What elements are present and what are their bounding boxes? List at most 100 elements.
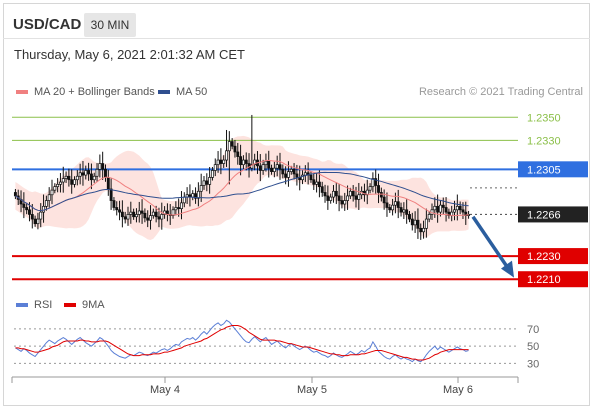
candle-body xyxy=(115,207,119,211)
candle-body xyxy=(278,164,282,170)
candle-body xyxy=(171,209,175,216)
candle-body xyxy=(267,160,271,169)
legend-rsi-label: RSI xyxy=(34,299,53,311)
candle-body xyxy=(334,190,338,197)
candle-body xyxy=(410,218,414,226)
candle-body xyxy=(332,190,335,198)
ma50-swatch xyxy=(158,90,170,94)
rsi-line xyxy=(15,319,469,363)
level-label-5: 1.2210 xyxy=(527,274,561,286)
candle-body xyxy=(348,190,352,197)
candle-body xyxy=(261,164,265,171)
candle-body xyxy=(44,200,48,207)
chart-datetime: Thursday, May 6, 2021 2:01:32 AM CET xyxy=(14,47,245,62)
copyright: Research © 2021 Trading Central xyxy=(418,86,583,98)
candle-body xyxy=(405,209,409,215)
candle-body xyxy=(106,177,110,190)
level-tag-3 xyxy=(518,206,588,223)
legend-9ma: 9MA xyxy=(64,299,105,311)
candle-body xyxy=(233,145,237,153)
candle-body xyxy=(286,171,290,178)
candle-body xyxy=(129,211,133,215)
level-tag-2 xyxy=(518,161,588,178)
candle-body xyxy=(329,196,333,201)
ma20-line xyxy=(15,159,469,217)
candle-body xyxy=(303,172,307,176)
candle-body xyxy=(58,181,62,185)
forecast-arrow-shaft xyxy=(471,215,511,271)
candle-body xyxy=(137,210,141,215)
timeframe-button[interactable]: 30 MIN xyxy=(84,13,136,37)
candle-body xyxy=(357,194,361,200)
chart-frame xyxy=(3,3,590,406)
candle-body xyxy=(222,159,226,164)
candle-body xyxy=(143,212,147,219)
candle-body xyxy=(33,218,37,225)
forecast-arrowhead xyxy=(501,260,514,278)
candle-body xyxy=(140,210,144,214)
candle-body xyxy=(461,209,465,213)
candle-body xyxy=(126,214,130,220)
candle-body xyxy=(447,211,451,216)
candle-body xyxy=(151,211,155,216)
candle-body xyxy=(53,186,57,191)
candle-body xyxy=(320,186,324,193)
candle-body xyxy=(22,203,26,208)
x-tick-label: May 4 xyxy=(150,384,180,396)
candle-body xyxy=(42,205,46,213)
candle-body xyxy=(230,141,234,147)
candle-body xyxy=(419,227,423,233)
candle-body xyxy=(408,214,411,220)
candle-body xyxy=(464,211,468,216)
candle-body xyxy=(109,188,113,201)
candle-body xyxy=(284,173,288,178)
candle-body xyxy=(95,168,99,177)
candle-body xyxy=(25,207,29,211)
rsi-tick-label: 70 xyxy=(527,324,539,336)
candle-body xyxy=(422,227,426,233)
candle-body xyxy=(416,219,420,229)
candle-body xyxy=(146,217,150,221)
candle-body xyxy=(424,218,428,229)
candle-body xyxy=(73,179,76,185)
candle-body xyxy=(385,202,389,208)
candle-body xyxy=(118,209,122,213)
candle-body xyxy=(236,151,240,157)
legend-ma20-bollinger: MA 20 + Bollinger Bands xyxy=(16,86,155,98)
candle-body xyxy=(323,192,327,197)
candle-body xyxy=(160,214,164,220)
candle-body xyxy=(309,174,313,181)
candle-body xyxy=(13,192,17,197)
candle-body xyxy=(455,205,459,211)
candle-body xyxy=(180,202,183,209)
candle-body xyxy=(264,160,268,166)
candle-body xyxy=(36,218,40,225)
candle-body xyxy=(194,193,198,199)
candle-body xyxy=(399,207,403,213)
candle-body xyxy=(354,195,358,200)
candle-body xyxy=(292,168,296,175)
level-tag-4 xyxy=(518,248,588,265)
candle-body xyxy=(275,164,279,169)
legend-ma50-label: MA 50 xyxy=(176,86,208,98)
9ma-swatch xyxy=(64,303,76,307)
candle-body xyxy=(50,189,54,196)
candle-body xyxy=(272,167,276,172)
x-tick-label: May 5 xyxy=(297,384,327,396)
ma50-line xyxy=(15,171,469,212)
candle-body xyxy=(377,185,380,193)
level-label-3: 1.2266 xyxy=(527,209,561,221)
candle-body xyxy=(301,174,304,181)
candle-body xyxy=(374,178,378,186)
candle-body xyxy=(225,150,228,161)
candle-body xyxy=(326,195,330,201)
candle-body xyxy=(112,200,116,208)
candle-body xyxy=(270,167,274,172)
level-label-0: 1.2350 xyxy=(527,112,561,124)
candle-body xyxy=(196,190,200,199)
candle-body xyxy=(244,159,248,164)
candle-body xyxy=(241,159,245,166)
candle-body xyxy=(64,175,68,179)
candle-body xyxy=(98,163,102,170)
legend-ma20-label: MA 20 + Bollinger Bands xyxy=(34,86,155,98)
